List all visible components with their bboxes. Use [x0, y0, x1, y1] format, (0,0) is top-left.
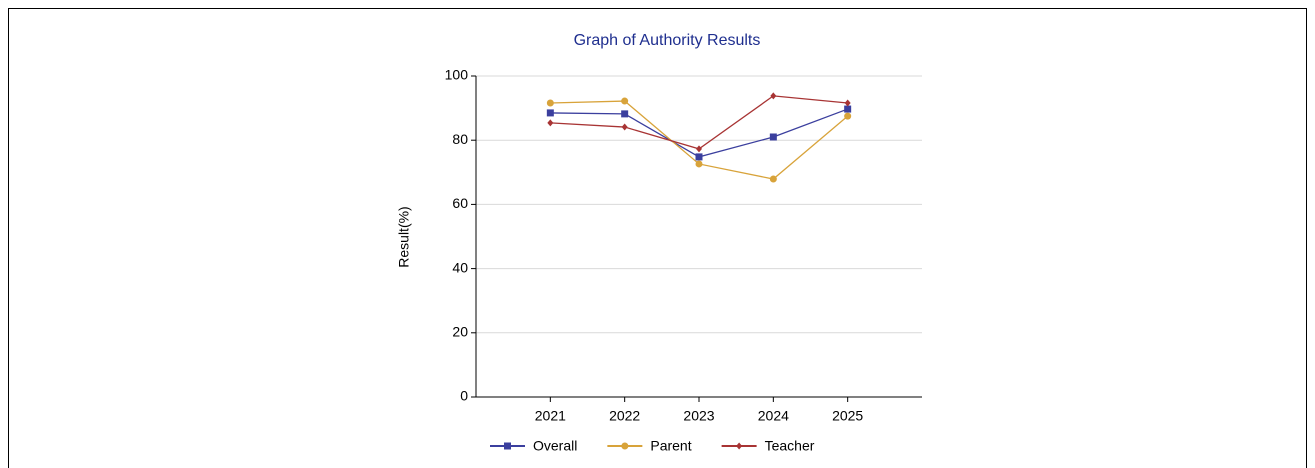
- data-point: [695, 153, 703, 161]
- x-tick-label: 2023: [683, 408, 714, 424]
- legend-marker: [504, 442, 511, 450]
- series-line: [550, 95, 848, 150]
- data-point: [546, 99, 554, 107]
- y-tick-label: 60: [452, 195, 468, 211]
- x-tick-label: 2022: [609, 408, 640, 424]
- data-point: [696, 145, 702, 153]
- legend-label: Overall: [533, 438, 577, 454]
- data-point: [547, 119, 554, 127]
- chart-title: Graph of Authority Results: [574, 32, 761, 49]
- data-point: [621, 97, 629, 105]
- data-point: [769, 133, 777, 141]
- x-tick-label: 2024: [758, 408, 789, 424]
- data-point: [844, 105, 852, 113]
- y-tick-label: 80: [452, 131, 468, 147]
- legend-label: Parent: [650, 438, 691, 454]
- frame: [8, 8, 1307, 468]
- data-point: [546, 109, 554, 117]
- data-point: [769, 175, 777, 183]
- data-point: [770, 92, 777, 100]
- data-point: [621, 123, 628, 131]
- legend-marker: [736, 442, 743, 450]
- y-tick-label: 20: [452, 324, 468, 340]
- y-axis-label: Result(%): [396, 206, 412, 267]
- y-tick-label: 100: [445, 67, 469, 83]
- data-point: [621, 110, 629, 118]
- data-point: [844, 99, 851, 107]
- x-tick-label: 2025: [832, 408, 863, 424]
- data-point: [844, 112, 852, 120]
- x-tick-label: 2021: [535, 408, 566, 424]
- data-point: [695, 160, 703, 168]
- legend-label: Teacher: [765, 438, 815, 454]
- legend-marker: [621, 442, 629, 450]
- y-tick-label: 0: [460, 388, 468, 404]
- y-tick-label: 40: [452, 259, 468, 275]
